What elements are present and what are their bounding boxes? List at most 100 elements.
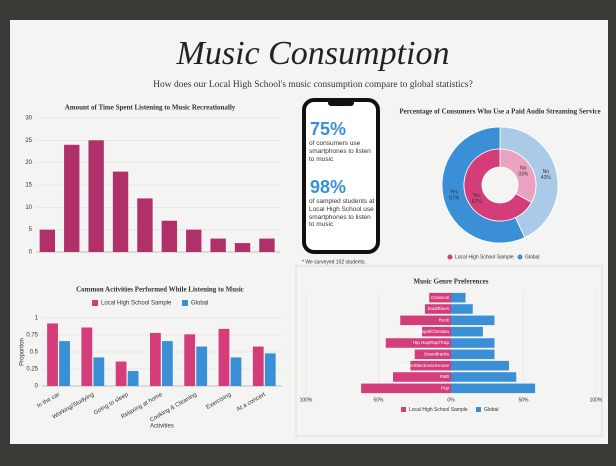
bar xyxy=(451,383,536,394)
phone-notch xyxy=(328,100,354,106)
bar xyxy=(184,334,196,386)
legend-label: Global xyxy=(484,407,498,413)
bar xyxy=(137,198,153,252)
legend-swatch xyxy=(517,254,523,260)
bar xyxy=(47,323,58,386)
category-label: Gospel/Christian xyxy=(416,329,450,334)
stat-text: of consumers use smartphones to listen t… xyxy=(309,140,371,163)
bar xyxy=(150,332,161,386)
bar xyxy=(451,315,495,326)
bar xyxy=(259,238,275,252)
bar xyxy=(422,326,451,337)
bar xyxy=(451,338,495,348)
stat: 98% xyxy=(310,177,346,197)
y-tick-label: 0 xyxy=(35,384,39,390)
slice-category: No xyxy=(520,166,527,172)
bar xyxy=(196,346,208,386)
stat-text: of consumers use smartphones to listen t… xyxy=(309,140,371,163)
category-label: Soundtracks xyxy=(424,352,450,357)
x-tick-label: 100% xyxy=(300,397,313,403)
bar xyxy=(361,383,451,394)
y-tick-label: 10 xyxy=(25,205,32,211)
chart-title: Common Activities Performed While Listen… xyxy=(76,286,244,294)
bar xyxy=(385,338,451,348)
y-tick-label: 20 xyxy=(25,160,32,166)
category-label: Hip Hop/Rap/Trap xyxy=(413,340,450,345)
slice-label: 43% xyxy=(541,175,552,181)
category-label: Rock xyxy=(439,318,450,323)
bar xyxy=(88,140,104,252)
bar xyxy=(451,326,483,337)
bar xyxy=(234,243,251,252)
slice-label: 33% xyxy=(518,172,529,178)
stat: 75% xyxy=(310,119,346,139)
legend-label: Global xyxy=(191,301,208,307)
x-tick-label: 100% xyxy=(590,397,603,403)
bar xyxy=(112,171,129,252)
note: * We surveyed 102 students. xyxy=(302,259,366,265)
bar xyxy=(115,361,127,386)
bar xyxy=(424,304,451,314)
bar xyxy=(252,346,264,386)
bar xyxy=(451,349,495,360)
category-label: Pop xyxy=(441,386,450,391)
x-tick-label: 50% xyxy=(518,397,529,403)
legend-label: Global xyxy=(525,254,539,260)
bar xyxy=(451,304,473,314)
legend-label: Local High School Sample xyxy=(101,301,172,307)
poster-title: Music Consumption xyxy=(176,35,450,72)
bar xyxy=(393,372,451,382)
bar xyxy=(264,353,276,386)
bar xyxy=(161,220,178,252)
chart-title: Percentage of Consumers Who Use a Paid A… xyxy=(399,108,600,116)
bar xyxy=(39,229,56,252)
panel-border xyxy=(295,265,603,437)
x-tick-label: 0% xyxy=(447,397,455,403)
bar xyxy=(400,315,451,326)
stat-text: of sampled students at Local High School… xyxy=(309,198,375,229)
y-tick-label: 0.5 xyxy=(30,350,39,356)
chart-title: Amount of Time Spent Listening to Music … xyxy=(65,104,236,112)
slice-category: Yes xyxy=(473,193,482,199)
bar xyxy=(218,328,230,386)
bar xyxy=(414,349,451,360)
slice xyxy=(463,148,533,222)
category-label: Classical xyxy=(431,295,449,300)
y-tick-label: 25 xyxy=(25,138,32,144)
legend-label: Local High School Sample xyxy=(409,407,468,413)
legend-swatch xyxy=(92,300,98,306)
legend-swatch xyxy=(447,254,453,260)
legend-swatch xyxy=(401,407,406,412)
legend-swatch xyxy=(182,300,188,306)
bar xyxy=(186,229,202,252)
bar xyxy=(451,360,509,371)
y-tick-label: 0 xyxy=(29,250,33,256)
bar xyxy=(429,292,451,303)
y-tick-label: 5 xyxy=(29,227,33,233)
bar xyxy=(210,238,226,252)
slice-category: Yes xyxy=(450,190,459,196)
x-axis-label: Activities xyxy=(150,424,174,430)
slice-label: 57% xyxy=(449,196,460,202)
legend-swatch xyxy=(476,407,481,412)
chart-title: Music Genre Preferences xyxy=(413,278,488,286)
y-tick-label: 15 xyxy=(25,183,32,189)
stat-text: of sampled students at Local High School… xyxy=(309,198,375,229)
x-tick-label: 50% xyxy=(373,397,384,403)
category-label: Soul/Blues xyxy=(427,306,449,311)
bar xyxy=(127,371,139,386)
poster-subtitle: How does our Local High School's music c… xyxy=(153,80,473,90)
category-label: R&B xyxy=(440,374,449,379)
y-tick-label: 1 xyxy=(35,316,39,322)
bar xyxy=(451,372,517,382)
slice-category: No xyxy=(543,169,550,175)
y-tick-label: 0.75 xyxy=(26,333,38,339)
bar xyxy=(451,292,466,303)
y-axis-label: Proportion xyxy=(20,338,26,366)
category-label: Dance/Electronic/House xyxy=(401,363,450,368)
bar xyxy=(162,341,173,386)
slice-label: 67% xyxy=(472,199,483,205)
bar xyxy=(59,341,70,386)
bar xyxy=(230,357,242,386)
bar xyxy=(93,357,105,386)
